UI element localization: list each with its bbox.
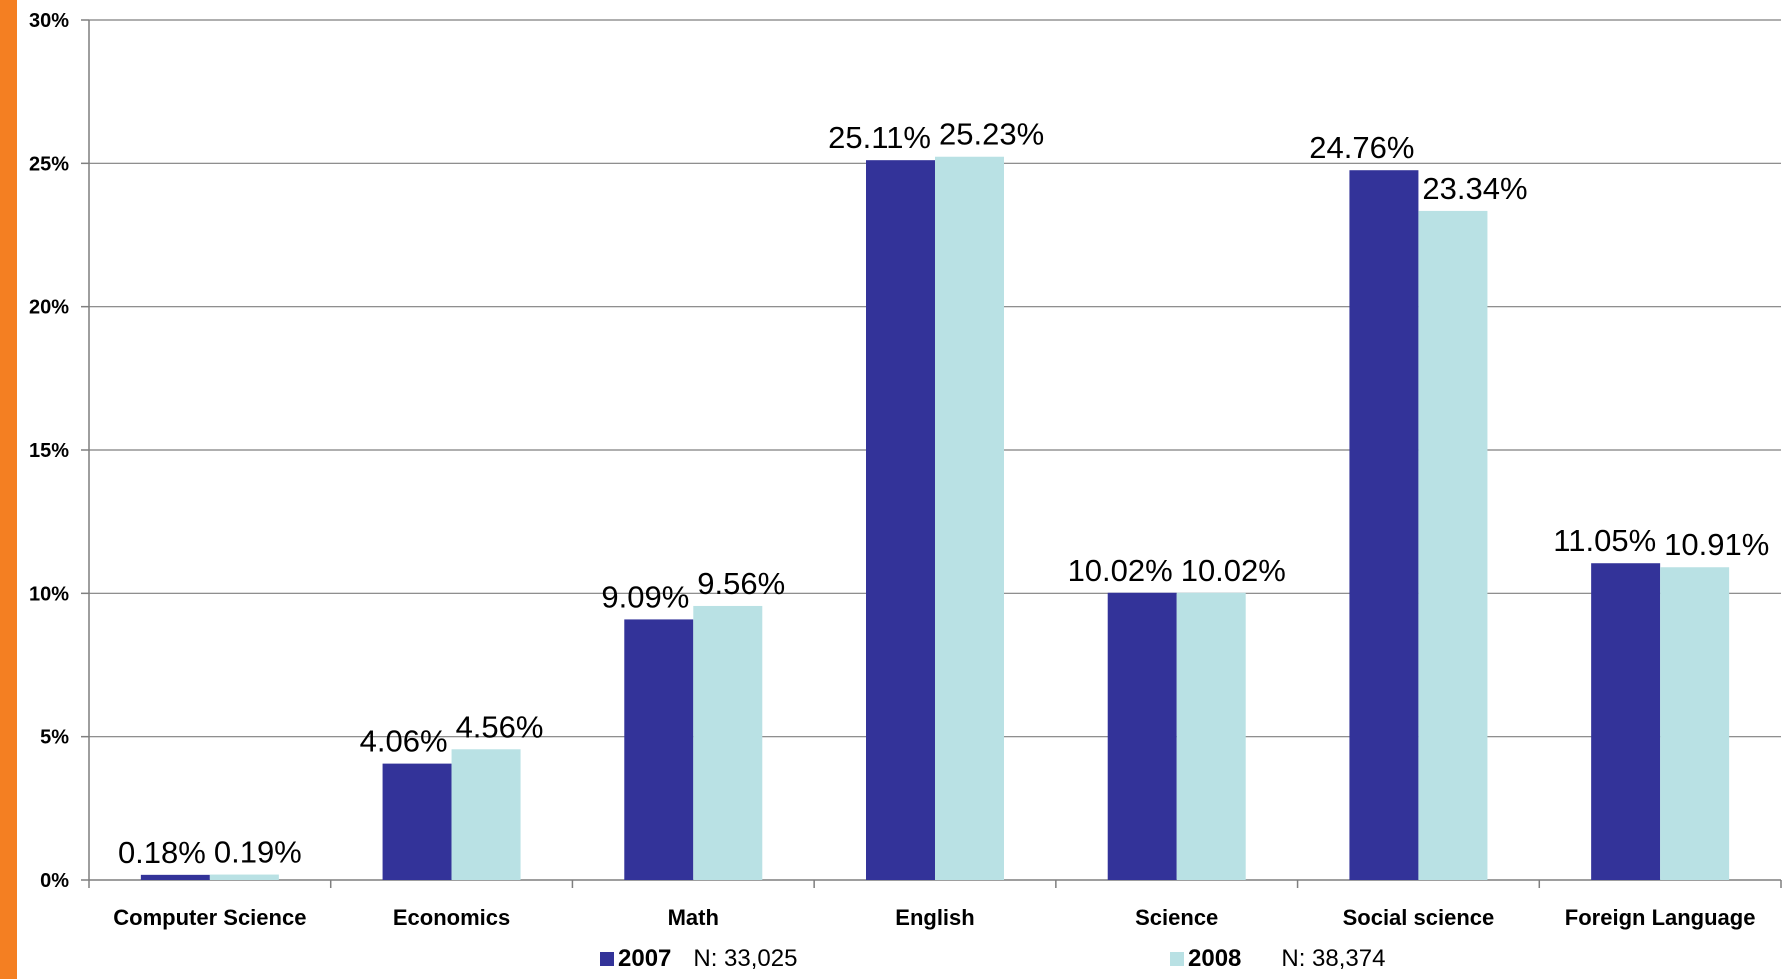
y-tick-label: 0% (40, 870, 69, 892)
bar-2007 (1349, 170, 1419, 881)
bar-2007 (140, 874, 210, 880)
legend-count-2007: N: 33,025 (693, 945, 798, 972)
data-label-2008: 23.34% (1422, 171, 1527, 206)
bar-2007 (1107, 592, 1177, 880)
x-category-label: English (895, 905, 974, 930)
bar-2008 (935, 156, 1004, 881)
data-label-2008: 10.91% (1664, 527, 1769, 562)
bar-2007 (382, 763, 452, 880)
legend-label-2008: 2008 (1188, 945, 1242, 972)
y-tick-label: 30% (29, 10, 69, 32)
legend-swatch-2007 (600, 952, 614, 966)
x-category-label: Social science (1343, 905, 1495, 930)
data-label-2008: 9.56% (697, 566, 785, 601)
y-tick-label: 10% (29, 583, 69, 605)
y-tick-label: 25% (29, 153, 69, 175)
data-label-2007: 11.05% (1553, 523, 1656, 558)
x-category-label: Computer Science (113, 905, 306, 930)
bar-2008 (1660, 567, 1730, 880)
data-label-2008: 25.23% (939, 117, 1044, 152)
y-tick-label: 15% (29, 440, 69, 462)
bar-2008 (209, 874, 279, 880)
accent-bar (0, 0, 17, 979)
bars (140, 156, 1730, 881)
bar-2008 (693, 605, 763, 880)
legend-swatch-2008 (1170, 952, 1184, 966)
data-label-2008: 10.02% (1181, 553, 1286, 588)
data-label-2007: 9.09% (601, 579, 689, 614)
data-labels: 0.18% 0.19% 4.06% 4.56% 9.09% 9.56% 25.11% 25.2… (118, 117, 1769, 870)
y-tick-label: 20% (29, 297, 69, 319)
x-category-label: Economics (393, 905, 510, 930)
legend-item-2008: 2008 N: 38,374 (1170, 944, 1385, 974)
data-label-2007: 24.76% (1309, 130, 1414, 165)
legend-label-2007: 2007 (618, 945, 672, 972)
x-category-label: Science (1135, 905, 1218, 930)
bar-2007 (624, 619, 694, 880)
bar-2008 (1176, 592, 1246, 880)
bar-2007 (866, 160, 935, 880)
bar-chart: 0% 5% 10% 15% 20% 25% 30% 0.18% 0.19% 4.06% 4.56%… (29, 10, 1782, 930)
x-axis-categories: Computer Science Economics Math English Scie… (113, 905, 1755, 930)
bar-2008 (1418, 210, 1488, 881)
x-category-label: Math (668, 905, 719, 930)
data-label-2007: 4.06% (360, 724, 448, 759)
y-axis-ticks: 0% 5% 10% 15% 20% 25% 30% (29, 10, 89, 892)
data-label-2008: 4.56% (456, 709, 544, 744)
y-tick-label: 5% (40, 727, 69, 749)
legend-item-2007: 2007 N: 33,025 (600, 944, 797, 974)
bar-2008 (451, 749, 521, 880)
data-label-2007: 25.11% (828, 120, 931, 155)
data-label-2007: 0.18% (118, 835, 206, 870)
legend-count-2008: N: 38,374 (1281, 945, 1386, 972)
x-category-label: Foreign Language (1565, 905, 1756, 930)
bar-2007 (1591, 563, 1661, 880)
data-label-2007: 10.02% (1068, 553, 1173, 588)
data-label-2008: 0.19% (214, 835, 302, 870)
